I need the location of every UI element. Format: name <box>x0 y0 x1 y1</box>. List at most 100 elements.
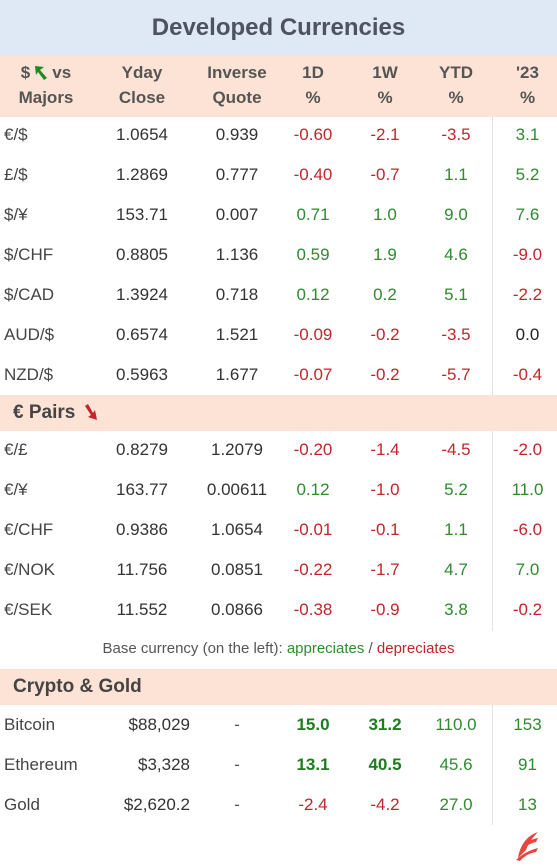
table-cell-ytd: 1.1 <box>444 165 468 184</box>
header-1w-line1: 1W <box>372 63 398 82</box>
table-cell-close: $2,620.2 <box>123 795 190 814</box>
table-cell-pair: $/CHF <box>4 245 54 264</box>
table-cell-inverse: - <box>234 795 240 814</box>
table-cell-2023: -2.2 <box>512 285 543 304</box>
header-inverse-line2: Quote <box>212 88 262 107</box>
table-cell-2023: 7.0 <box>515 560 540 579</box>
green-up-arrow-icon <box>35 65 48 80</box>
table-cell-d1: 0.12 <box>296 480 330 499</box>
table-cell-pair: Gold <box>4 795 40 814</box>
header-majors: $ vs Majors <box>0 60 92 110</box>
column-divider <box>492 431 493 631</box>
table-cell-inverse: 0.007 <box>215 205 259 224</box>
table-cell-2023: 0.0 <box>515 325 540 344</box>
table-cell-w1: -1.4 <box>370 440 400 459</box>
table-cell-close: $88,029 <box>128 715 190 734</box>
table-cell-d1: -2.4 <box>298 795 328 814</box>
table-cell-2023: -9.0 <box>512 245 543 264</box>
table-cell-w1: 31.2 <box>368 715 402 734</box>
header-majors-label: Majors <box>18 88 74 107</box>
table-cell-d1: 0.71 <box>296 205 330 224</box>
table-cell-close: 0.8805 <box>116 245 168 264</box>
table-cell-close: $3,328 <box>138 755 190 774</box>
table-cell-inverse: 0.939 <box>215 125 259 144</box>
table-cell-w1: -0.1 <box>370 520 400 539</box>
table-cell-close: 1.2869 <box>116 165 168 184</box>
table-cell-w1: 40.5 <box>368 755 402 774</box>
table-cell-pair: €/NOK <box>4 560 56 579</box>
table-cell-d1: -0.40 <box>293 165 333 184</box>
table-cell-ytd: -3.5 <box>441 325 471 344</box>
table-cell-close: 11.552 <box>116 600 168 619</box>
table-cell-d1: 15.0 <box>296 715 330 734</box>
table-cell-pair: €/£ <box>4 440 28 459</box>
table-cell-inverse: 1.2079 <box>211 440 263 459</box>
table-cell-inverse: 1.521 <box>215 325 259 344</box>
table-cell-inverse: 0.0851 <box>211 560 263 579</box>
column-divider <box>492 705 493 825</box>
table-cell-close: 1.3924 <box>116 285 168 304</box>
table-cell-ytd: 3.8 <box>444 600 468 619</box>
column-divider <box>492 117 493 395</box>
header-2023-line2: % <box>519 88 536 107</box>
table-cell-pair: €/¥ <box>4 480 28 499</box>
table-cell-2023: -2.0 <box>512 440 543 459</box>
euro-pairs-section-header: € Pairs <box>0 395 557 431</box>
table-cell-w1: -2.1 <box>370 125 400 144</box>
table-cell-2023: 13 <box>518 795 537 814</box>
table-cell-2023: 3.1 <box>515 125 540 144</box>
table-cell-close: 0.9386 <box>116 520 168 539</box>
table-cell-d1: -0.01 <box>293 520 333 539</box>
table-cell-inverse: - <box>234 755 240 774</box>
crypto-gold-section-header: Crypto & Gold <box>0 669 557 705</box>
table-cell-close: 11.756 <box>116 560 168 579</box>
table-cell-w1: -1.0 <box>370 480 400 499</box>
table-cell-ytd: 4.7 <box>444 560 468 579</box>
table-cell-d1: 13.1 <box>296 755 330 774</box>
table-cell-inverse: 0.0866 <box>211 600 263 619</box>
table-cell-2023: 91 <box>518 755 537 774</box>
table-cell-2023: -0.4 <box>512 365 543 384</box>
header-ytd: YTD % <box>426 60 486 110</box>
table-cell-ytd: -3.5 <box>441 125 471 144</box>
table-cell-ytd: 45.6 <box>439 755 473 774</box>
table-cell-close: 0.8279 <box>116 440 168 459</box>
table-cell-pair: €/CHF <box>4 520 54 539</box>
table-cell-close: 0.5963 <box>116 365 168 384</box>
table-cell-2023: -6.0 <box>512 520 543 539</box>
table-cell-inverse: 0.00611 <box>206 480 268 499</box>
header-1d-line1: 1D <box>302 63 324 82</box>
table-cell-ytd: 1.1 <box>444 520 468 539</box>
table-cell-ytd: 5.2 <box>444 480 468 499</box>
table-cell-d1: -0.38 <box>293 600 333 619</box>
table-cell-ytd: 5.1 <box>444 285 468 304</box>
header-inverse-line1: Inverse <box>207 63 267 82</box>
header-inverse-quote: Inverse Quote <box>192 60 282 110</box>
table-cell-pair: Bitcoin <box>4 715 56 734</box>
table-cell-2023: 11.0 <box>511 480 544 499</box>
crypto-gold-title: Crypto & Gold <box>13 676 142 697</box>
header-2023-line1: '23 <box>516 63 539 82</box>
red-down-arrow-icon <box>85 404 98 420</box>
header-1d-line2: % <box>305 88 321 107</box>
legend-depreciates: depreciates <box>376 640 455 657</box>
table-cell-pair: $/CAD <box>4 285 55 304</box>
table-cell-inverse: 1.0654 <box>211 520 263 539</box>
table-cell-w1: -0.2 <box>370 325 400 344</box>
table-cell-ytd: 9.0 <box>444 205 468 224</box>
column-header-band: $ vs Majors Yday Close Inverse Quote 1D … <box>0 55 557 117</box>
table-cell-2023: 153 <box>513 715 542 734</box>
table-cell-ytd: 27.0 <box>439 795 473 814</box>
header-vs: vs <box>52 63 72 82</box>
table-cell-pair: Ethereum <box>4 755 78 774</box>
table-cell-w1: -4.2 <box>370 795 400 814</box>
table-cell-inverse: 1.136 <box>215 245 259 264</box>
table-cell-d1: -0.07 <box>293 365 333 384</box>
table-cell-pair: AUD/$ <box>4 325 55 344</box>
table-cell-d1: -0.20 <box>293 440 333 459</box>
header-yday-line2: Close <box>118 88 166 107</box>
table-cell-2023: -0.2 <box>512 600 543 619</box>
table-cell-w1: -0.2 <box>370 365 400 384</box>
table-cell-close: 153.71 <box>116 205 168 224</box>
table-cell-w1: 1.0 <box>373 205 397 224</box>
